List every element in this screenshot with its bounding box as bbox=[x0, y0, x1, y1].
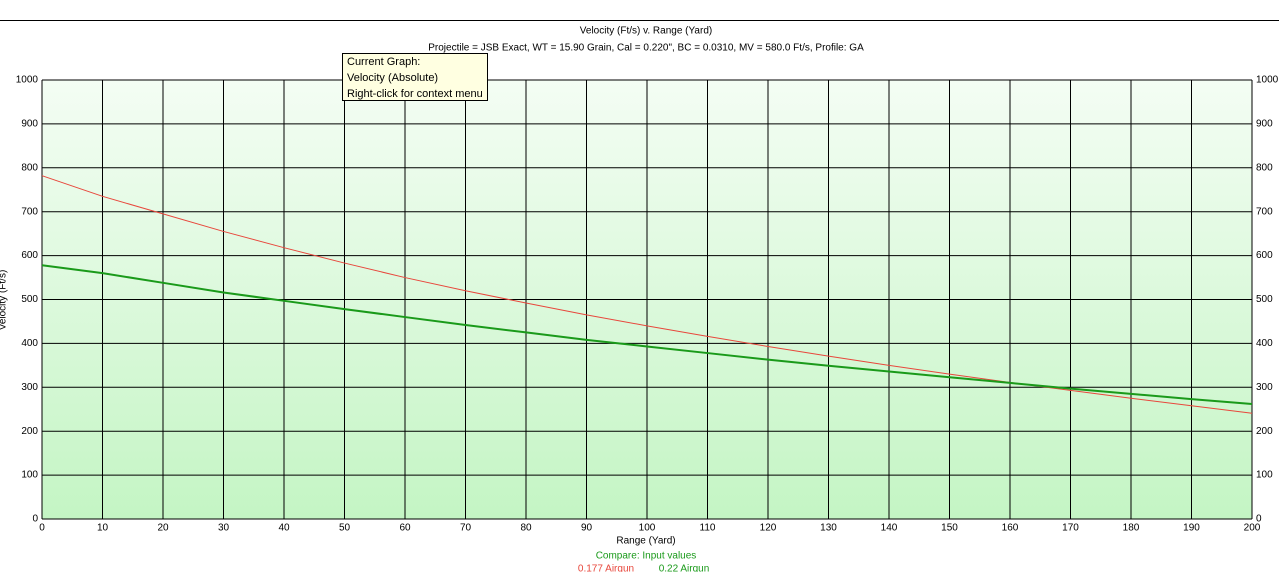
y2-tick-label: 700 bbox=[1256, 206, 1273, 217]
y-tick-label: 400 bbox=[21, 338, 38, 349]
x-tick-label: 20 bbox=[157, 523, 169, 534]
x-tick-label: 0 bbox=[39, 523, 45, 534]
y-tick-label: 600 bbox=[21, 250, 38, 261]
x-tick-label: 10 bbox=[97, 523, 109, 534]
x-tick-label: 50 bbox=[339, 523, 351, 534]
y2-tick-label: 1000 bbox=[1256, 75, 1279, 86]
x-tick-label: 170 bbox=[1062, 523, 1079, 534]
y2-tick-label: 100 bbox=[1256, 470, 1273, 481]
x-tick-label: 140 bbox=[881, 523, 898, 534]
x-tick-label: 190 bbox=[1183, 523, 1200, 534]
tooltip: Current Graph: Velocity (Absolute) Right… bbox=[342, 53, 488, 101]
y-tick-label: 800 bbox=[21, 162, 38, 173]
y-tick-label: 500 bbox=[21, 294, 38, 305]
chart-subtitle: Projectile = JSB Exact, WT = 15.90 Grain… bbox=[428, 43, 864, 54]
y2-tick-label: 800 bbox=[1256, 162, 1273, 173]
y-tick-label: 200 bbox=[21, 426, 38, 437]
y2-tick-label: 600 bbox=[1256, 250, 1273, 261]
x-tick-label: 150 bbox=[941, 523, 958, 534]
x-tick-label: 90 bbox=[581, 523, 593, 534]
y2-tick-label: 200 bbox=[1256, 426, 1273, 437]
legend-title: Compare: Input values bbox=[596, 551, 697, 562]
y-tick-label: 100 bbox=[21, 470, 38, 481]
legend-entry: 0.177 Airgun bbox=[578, 564, 634, 572]
y-tick-label: 700 bbox=[21, 206, 38, 217]
series-line bbox=[41, 175, 1253, 414]
x-tick-label: 180 bbox=[1123, 523, 1140, 534]
x-tick-label: 120 bbox=[760, 523, 777, 534]
x-tick-label: 70 bbox=[460, 523, 472, 534]
y-tick-label: 900 bbox=[21, 119, 38, 130]
y2-tick-label: 0 bbox=[1256, 514, 1262, 525]
tooltip-line: Velocity (Absolute) bbox=[347, 72, 439, 84]
x-tick-label: 80 bbox=[520, 523, 532, 534]
x-tick-label: 100 bbox=[639, 523, 656, 534]
x-tick-label: 60 bbox=[399, 523, 411, 534]
x-tick-label: 30 bbox=[218, 523, 230, 534]
y2-tick-label: 500 bbox=[1256, 294, 1273, 305]
y-tick-label: 1000 bbox=[16, 75, 39, 86]
y-tick-label: 300 bbox=[21, 382, 38, 393]
x-tick-label: 130 bbox=[820, 523, 837, 534]
y2-tick-label: 900 bbox=[1256, 119, 1273, 130]
series-line bbox=[41, 264, 1253, 405]
y2-tick-label: 300 bbox=[1256, 382, 1273, 393]
chart-title: Velocity (Ft/s) v. Range (Yard) bbox=[580, 26, 712, 37]
x-axis-label: Range (Yard) bbox=[616, 536, 675, 547]
y-tick-label: 0 bbox=[32, 514, 38, 525]
y-axis-label: Velocity (Ft/s) bbox=[0, 270, 9, 331]
x-tick-label: 40 bbox=[278, 523, 290, 534]
legend-entry: 0.22 Airgun bbox=[659, 564, 710, 572]
tooltip-line: Right-click for context menu bbox=[347, 88, 483, 100]
x-tick-label: 200 bbox=[1244, 523, 1261, 534]
x-tick-label: 160 bbox=[1002, 523, 1019, 534]
tooltip-line: Current Graph: bbox=[347, 56, 421, 68]
y2-tick-label: 400 bbox=[1256, 338, 1273, 349]
x-tick-label: 110 bbox=[700, 523, 716, 534]
